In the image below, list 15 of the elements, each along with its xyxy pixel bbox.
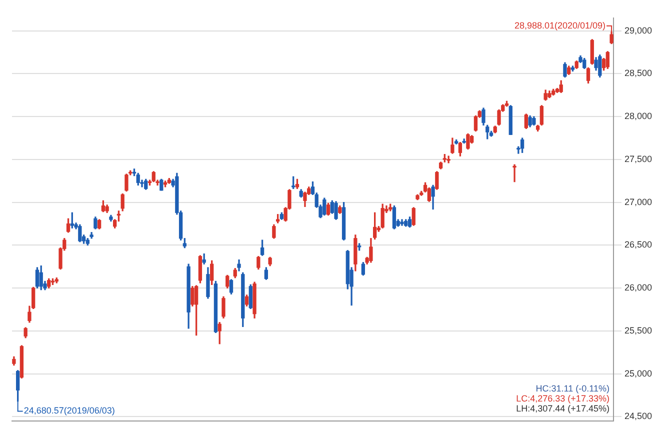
annotation: 28,988.01(2020/01/09) — [514, 20, 606, 30]
y-tick-label: 26,000 — [624, 282, 652, 293]
annotation: 24,680.57(2019/06/03) — [24, 406, 115, 416]
y-tick-label: 24,500 — [624, 411, 652, 422]
y-tick-label: 25,000 — [624, 368, 652, 378]
y-tick-label: 26,500 — [624, 240, 652, 250]
annotation: LC:4,276.33 (+17.33%) — [516, 393, 610, 404]
y-tick-label: 28,500 — [624, 68, 652, 78]
annotation: LH:4,307.44 (+17.45%) — [516, 403, 610, 414]
y-tick-label: 27,000 — [624, 196, 652, 207]
y-tick-label: 25,500 — [624, 325, 652, 336]
y-tick-label: 29,000 — [624, 25, 652, 36]
annotation: HC:31.11 (-0.11%) — [536, 383, 610, 394]
y-tick-label: 28,000 — [624, 111, 652, 122]
y-tick-label: 27,500 — [624, 154, 652, 164]
